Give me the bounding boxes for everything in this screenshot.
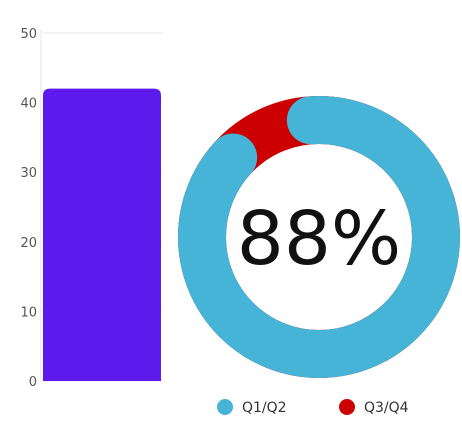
legend-marker (339, 399, 355, 415)
legend-marker (217, 399, 233, 415)
donut-slice-q1-q2 (178, 96, 460, 378)
legend-label: Q1/Q2 (242, 400, 287, 416)
y-tick-label: 50 (20, 27, 37, 42)
y-tick-label: 10 (20, 305, 37, 320)
y-tick-label: 20 (20, 236, 37, 251)
y-tick-label: 40 (20, 97, 37, 112)
bar-chart: 0 10 20 30 40 50 (20, 27, 162, 390)
donut-center-label: 88% (237, 196, 401, 282)
y-tick-label: 30 (20, 166, 37, 181)
legend: Q1/Q2 Q3/Q4 (217, 399, 409, 416)
bar (43, 88, 161, 382)
legend-label: Q3/Q4 (364, 400, 409, 416)
donut-chart: 88% (178, 96, 460, 378)
y-tick-label: 0 (29, 375, 37, 390)
